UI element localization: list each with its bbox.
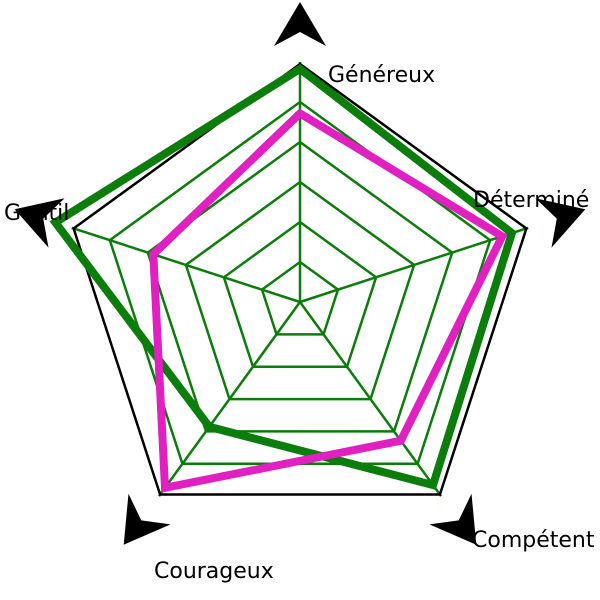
series-polygon-2 (149, 108, 508, 493)
axis-label-courageux: Courageux (154, 559, 274, 584)
axis-label-competent: Compétent (472, 528, 595, 553)
grid-ring (222, 220, 378, 368)
grid-ring (184, 180, 416, 401)
grid-spoke (157, 301, 302, 497)
axis-arrowhead (429, 493, 477, 545)
axis-arrowhead (274, 2, 326, 46)
axis-label-genereux: Généreux (328, 63, 435, 88)
axis-arrowhead (14, 198, 65, 248)
axis-label-gentil: Gentil (4, 201, 69, 226)
axis-arrows (14, 2, 586, 545)
outer-outline (72, 62, 528, 496)
grid-spoke (299, 226, 529, 304)
grid-ring (260, 260, 340, 336)
grid-spoke (71, 226, 301, 304)
axis-arrowhead (123, 493, 171, 545)
grid-spoke (298, 301, 443, 497)
series-layer (49, 64, 517, 493)
outer-polygon (72, 62, 528, 496)
axis-label-determine: Déterminé (473, 188, 589, 213)
axis-arrowhead (535, 198, 586, 248)
